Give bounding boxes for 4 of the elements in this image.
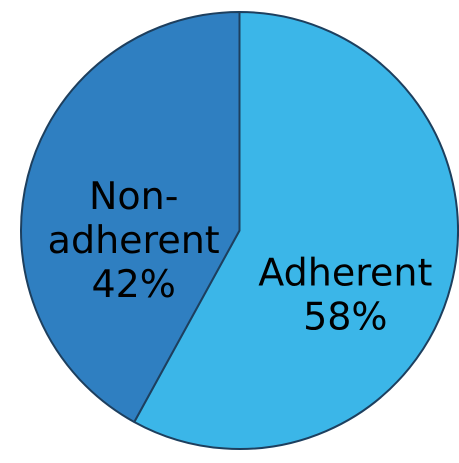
slice-label: Adherent xyxy=(258,250,432,295)
slice-label: Non-adherent xyxy=(48,174,220,262)
data-label: 58% xyxy=(303,294,388,339)
data-label: 42% xyxy=(91,262,176,306)
